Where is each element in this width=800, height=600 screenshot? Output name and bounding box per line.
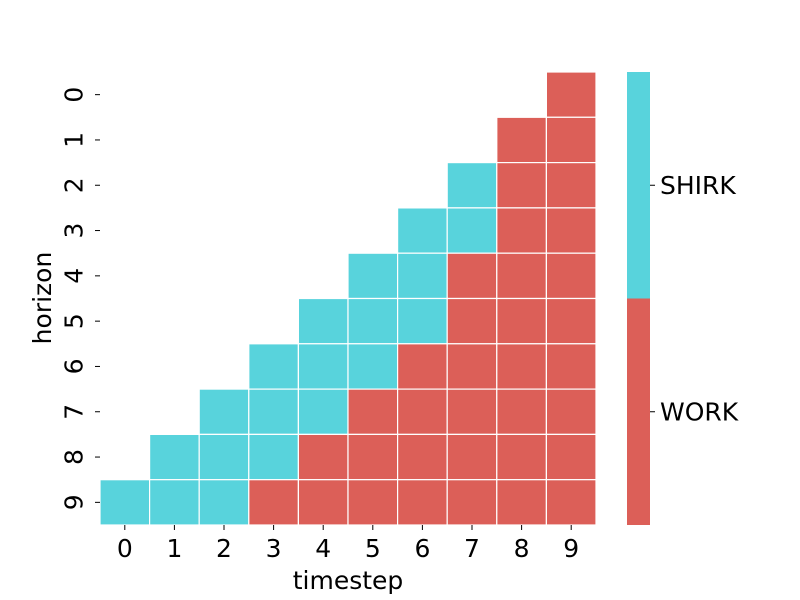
- heatmap-cell-8-3: [248, 433, 300, 481]
- heatmap-cell-8-4: [297, 433, 349, 481]
- heatmap-cell-7-8: [496, 388, 547, 436]
- heatmap-cell-7-9: [545, 388, 597, 436]
- x-tick-label: 5: [365, 534, 381, 563]
- heatmap-cell-6-8: [496, 343, 547, 390]
- heatmap-cell-4-9: [545, 252, 597, 300]
- heatmap-cell-6-3: [248, 343, 300, 390]
- heatmap-cell-8-5: [347, 433, 399, 481]
- y-tick-label: 6: [60, 358, 89, 374]
- colorbar-segment-work: [627, 298, 650, 525]
- y-axis-ticks: 0 1 2 3 4 5 6 7 8 9: [60, 87, 100, 510]
- colorbar-label-shirk: SHIRK: [660, 171, 736, 200]
- heatmap-cell-6-4: [297, 343, 349, 390]
- x-tick-label: 3: [266, 534, 282, 563]
- x-tick-label: 8: [514, 534, 530, 563]
- heatmap-cell-6-7: [446, 343, 498, 390]
- y-tick-label: 2: [60, 177, 89, 193]
- heatmap-cell-5-6: [397, 297, 448, 345]
- heatmap-cell-7-3: [248, 388, 300, 436]
- heatmap-cell-6-6: [397, 343, 448, 390]
- colorbar: SHIRK WORK: [627, 72, 739, 525]
- heatmap-cell-6-5: [347, 343, 399, 390]
- y-tick-label: 9: [60, 494, 89, 510]
- heatmap-cell-9-1: [149, 479, 200, 526]
- heatmap-cell-9-2: [198, 479, 250, 526]
- y-axis-label: horizon: [28, 252, 57, 345]
- heatmap-cell-3-8: [496, 207, 547, 254]
- heatmap-cell-8-7: [446, 433, 498, 481]
- y-tick-label: 8: [60, 449, 89, 465]
- colorbar-segment-shirk: [627, 72, 650, 299]
- heatmap-cell-9-3: [248, 479, 300, 526]
- x-tick-label: 0: [117, 534, 133, 563]
- y-tick-label: 1: [60, 132, 89, 148]
- heatmap-cell-4-8: [496, 252, 547, 300]
- y-tick-label: 4: [60, 268, 89, 284]
- heatmap-cell-2-8: [496, 162, 547, 209]
- heatmap-cell-7-5: [347, 388, 399, 436]
- heatmap-cell-6-9: [545, 343, 597, 390]
- y-tick-label: 0: [60, 87, 89, 103]
- x-tick-label: 9: [563, 534, 579, 563]
- heatmap-cell-9-5: [347, 479, 399, 526]
- heatmap-cell-8-1: [149, 433, 200, 481]
- y-tick-label: 5: [60, 313, 89, 329]
- heatmap-cell-4-6: [397, 252, 448, 300]
- x-axis-label: timestep: [293, 566, 404, 595]
- heatmap-cell-5-5: [347, 297, 399, 345]
- heatmap-cell-9-6: [397, 479, 448, 526]
- heatmap-cell-7-6: [397, 388, 448, 436]
- heatmap-cell-7-7: [446, 388, 498, 436]
- heatmap-cell-1-8: [496, 116, 547, 164]
- x-tick-label: 6: [414, 534, 430, 563]
- heatmap-cells: [99, 71, 597, 526]
- colorbar-label-work: WORK: [660, 397, 739, 426]
- heatmap-cell-8-8: [496, 433, 547, 481]
- heatmap-cell-1-9: [545, 116, 597, 164]
- heatmap-cell-7-4: [297, 388, 349, 436]
- y-tick-label: 3: [60, 223, 89, 239]
- heatmap-cell-8-6: [397, 433, 448, 481]
- heatmap-cell-9-4: [297, 479, 349, 526]
- heatmap-cell-8-9: [545, 433, 597, 481]
- heatmap-cell-7-2: [198, 388, 250, 436]
- x-tick-label: 4: [315, 534, 331, 563]
- heatmap-cell-3-9: [545, 207, 597, 254]
- heatmap-cell-9-7: [446, 479, 498, 526]
- heatmap-cell-5-9: [545, 297, 597, 345]
- x-tick-label: 1: [166, 534, 182, 563]
- heatmap-cell-8-2: [198, 433, 250, 481]
- heatmap-cell-4-7: [446, 252, 498, 300]
- heatmap-cell-2-7: [446, 162, 498, 209]
- x-axis-ticks: 0 1 2 3 4 5 6 7 8 9: [117, 525, 579, 563]
- heatmap-cell-5-7: [446, 297, 498, 345]
- heatmap-cell-3-7: [446, 207, 498, 254]
- heatmap-cell-9-8: [496, 479, 547, 526]
- heatmap-cell-2-9: [545, 162, 597, 209]
- heatmap-cell-3-6: [397, 207, 448, 254]
- x-tick-label: 2: [216, 534, 232, 563]
- heatmap-cell-9-0: [99, 479, 151, 526]
- x-tick-label: 7: [464, 534, 480, 563]
- heatmap-cell-5-4: [297, 297, 349, 345]
- heatmap-cell-5-8: [496, 297, 547, 345]
- y-tick-label: 7: [60, 404, 89, 420]
- heatmap-cell-0-9: [545, 71, 597, 118]
- heatmap-cell-9-9: [545, 479, 597, 526]
- heatmap-cell-4-5: [347, 252, 399, 300]
